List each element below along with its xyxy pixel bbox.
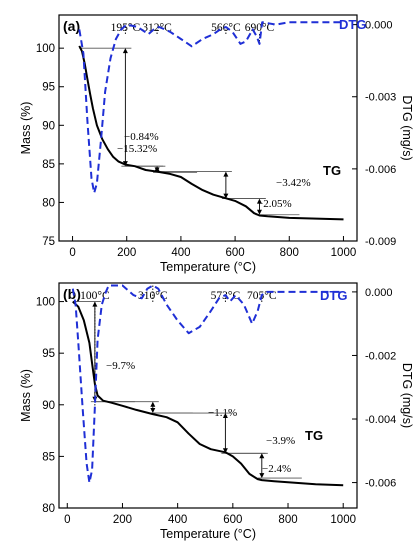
mass-loss-arrowhead [122, 48, 128, 54]
y-left-tick-label: 85 [42, 159, 55, 171]
y-right-tick-label: -0.004 [365, 414, 396, 426]
y-left-tick-label: 95 [42, 82, 55, 94]
x-tick-label: 0 [64, 514, 70, 526]
mass-loss-arrowhead [154, 166, 160, 172]
mass-loss-label: −2.4% [262, 463, 291, 475]
dtg-legend-label: DTG [320, 288, 347, 303]
mass-loss-label: −2.05% [257, 198, 292, 210]
x-tick-label: 600 [225, 247, 244, 259]
y-right-tick-label: -0.006 [365, 478, 396, 490]
plot-frame [58, 14, 358, 242]
y-right-tick-label: 0.000 [365, 287, 393, 299]
x-tick-label: 200 [117, 247, 136, 259]
peak-temperature-label: 310°C [138, 290, 168, 302]
y-right-tick-label: -0.003 [365, 92, 396, 104]
peak-temperature-label: 690°C [245, 22, 275, 34]
mass-loss-arrowhead [259, 453, 265, 459]
peak-temperature-label: 195°C [111, 22, 141, 34]
mass-loss-arrowhead [92, 301, 98, 307]
y-left-tick-label: 85 [42, 451, 55, 463]
y-left-tick-label: 100 [36, 297, 55, 309]
y-right-tick-label: -0.006 [365, 164, 396, 176]
mass-loss-arrowhead [150, 401, 156, 407]
chart-panel-1: 0 200 400 600 800 1000 80 85 90 95 100 0.000 -0.002 -… [19, 282, 414, 541]
y-axis-left-label: Mass (%) [19, 102, 33, 155]
x-tick-label: 0 [69, 247, 75, 259]
mass-loss-arrowhead [256, 198, 262, 204]
x-tick-label: 400 [171, 247, 190, 259]
y-axis-left-label: Mass (%) [19, 369, 33, 422]
panel-label: (b) [63, 286, 81, 302]
mass-loss-label: −0.84% [124, 131, 159, 143]
y-right-tick-label: -0.002 [365, 350, 396, 362]
mass-loss-label: −15.32% [117, 143, 157, 155]
x-tick-label: 1000 [331, 247, 357, 259]
mass-loss-label: −3.42% [276, 177, 311, 189]
y-left-tick-label: 95 [42, 348, 55, 360]
mass-loss-arrowhead [223, 193, 229, 199]
y-left-tick-label: 100 [36, 43, 55, 55]
chart-panel-0: 0 200 400 600 800 1000 75 80 85 90 95 100 0.000 -0.00… [19, 14, 414, 274]
y-axis-right-label: DTG (mg/s) [400, 363, 414, 428]
mass-loss-label: −3.9% [266, 435, 295, 447]
mass-loss-arrowhead [222, 413, 228, 419]
peak-temperature-label: 312°C [142, 22, 172, 34]
dtg-series-line [71, 284, 344, 484]
x-tick-label: 800 [278, 514, 297, 526]
x-axis-label: Temperature (°C) [160, 527, 256, 541]
mass-loss-arrowhead [150, 408, 156, 414]
x-tick-label: 800 [280, 247, 299, 259]
y-left-tick-label: 80 [42, 197, 55, 209]
x-axis-label: Temperature (°C) [160, 260, 256, 274]
dtg-legend-label: DTG [339, 17, 366, 32]
y-left-tick-label: 90 [42, 120, 55, 132]
y-right-tick-label: 0.000 [365, 20, 393, 32]
mass-loss-label: −9.7% [106, 360, 135, 372]
tg-legend-label: TG [305, 428, 323, 443]
mass-loss-arrowhead [223, 171, 229, 177]
panel-label: (a) [63, 18, 80, 34]
mass-loss-arrowhead [256, 209, 262, 215]
y-left-tick-label: 80 [42, 503, 55, 515]
tg-series-line [78, 45, 344, 221]
x-tick-label: 600 [223, 514, 242, 526]
x-tick-label: 1000 [330, 514, 356, 526]
dtg-series-line [78, 21, 344, 194]
mass-loss-arrowhead [259, 473, 265, 479]
y-axis-right-label: DTG (mg/s) [400, 95, 414, 160]
plot-frame [58, 282, 358, 509]
tg-legend-label: TG [323, 163, 341, 178]
y-left-tick-label: 75 [42, 236, 55, 248]
x-tick-label: 400 [168, 514, 187, 526]
y-left-tick-label: 90 [42, 400, 55, 412]
mass-loss-arrowhead [222, 448, 228, 454]
peak-temperature-label: 100°C [80, 290, 110, 302]
tg-series-line [72, 300, 344, 487]
y-right-tick-label: -0.009 [365, 236, 396, 248]
x-tick-label: 200 [113, 514, 132, 526]
